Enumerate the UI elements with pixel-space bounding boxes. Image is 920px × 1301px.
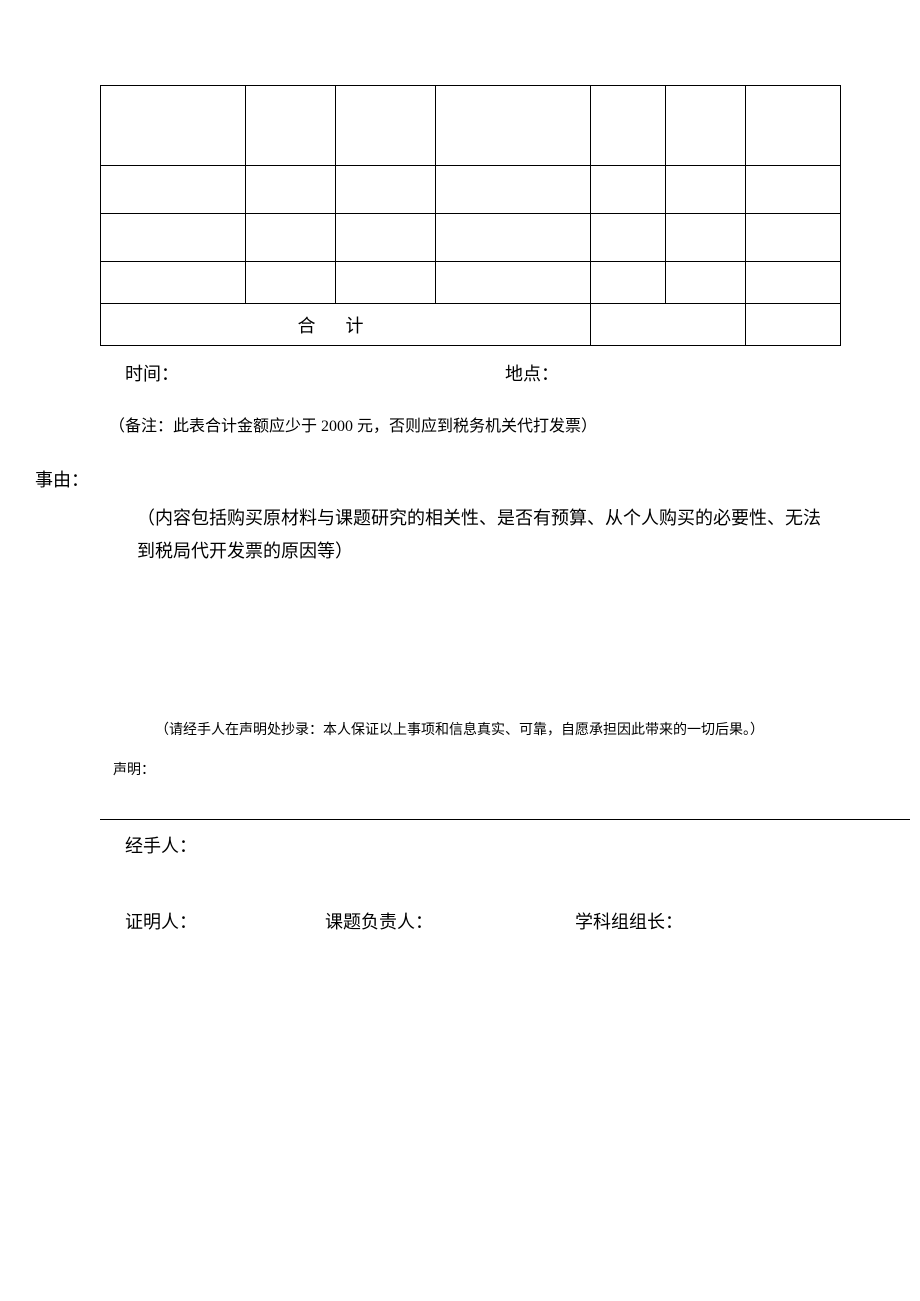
reason-description: （内容包括购买原材料与课题研究的相关性、是否有预算、从个人购买的必要性、无法到税…	[137, 502, 825, 569]
table-row	[101, 214, 841, 262]
total-label: 合计	[298, 316, 394, 336]
reason-label: 事由：	[35, 466, 825, 492]
items-table: 合计	[100, 85, 841, 346]
total-label-cell: 合计	[101, 304, 591, 346]
table-cell	[101, 86, 246, 166]
total-value-cell-1	[591, 304, 746, 346]
instruction-text: （请经手人在声明处抄录：本人保证以上事项和信息真实、可靠，自愿承担因此带来的一切…	[155, 719, 825, 739]
table-cell	[246, 86, 336, 166]
declaration-label: 声明：	[113, 759, 825, 779]
table-cell	[436, 166, 591, 214]
table-cell	[591, 86, 666, 166]
table-cell	[436, 86, 591, 166]
table-cell	[666, 166, 746, 214]
table-row	[101, 166, 841, 214]
witness-label: 证明人：	[125, 908, 325, 934]
table-cell	[336, 214, 436, 262]
table-cell	[591, 166, 666, 214]
table-cell	[666, 262, 746, 304]
table-row	[101, 86, 841, 166]
time-place-row: 时间： 地点：	[125, 360, 825, 386]
table-cell	[101, 214, 246, 262]
table-cell	[746, 86, 841, 166]
total-value-cell-2	[746, 304, 841, 346]
signature-row: 证明人： 课题负责人： 学科组组长：	[125, 908, 825, 934]
table-cell	[246, 214, 336, 262]
table-cell	[101, 262, 246, 304]
table-cell	[666, 214, 746, 262]
table-cell	[336, 166, 436, 214]
time-label: 时间：	[125, 360, 505, 386]
table-cell	[746, 166, 841, 214]
project-leader-label: 课题负责人：	[325, 908, 575, 934]
table-cell	[436, 262, 591, 304]
table-cell	[746, 262, 841, 304]
group-leader-label: 学科组组长：	[575, 908, 683, 934]
table-cell	[246, 262, 336, 304]
handler-label: 经手人：	[125, 832, 825, 858]
table-cell	[336, 262, 436, 304]
table-cell	[436, 214, 591, 262]
table-row	[101, 262, 841, 304]
table-total-row: 合计	[101, 304, 841, 346]
divider-line	[100, 819, 910, 820]
table-cell	[591, 214, 666, 262]
table-cell	[246, 166, 336, 214]
place-label: 地点：	[505, 360, 559, 386]
table-cell	[591, 262, 666, 304]
table-cell	[101, 166, 246, 214]
table-cell	[746, 214, 841, 262]
table-cell	[666, 86, 746, 166]
note-text: （备注：此表合计金额应少于 2000 元，否则应到税务机关代打发票）	[109, 412, 825, 436]
table-cell	[336, 86, 436, 166]
